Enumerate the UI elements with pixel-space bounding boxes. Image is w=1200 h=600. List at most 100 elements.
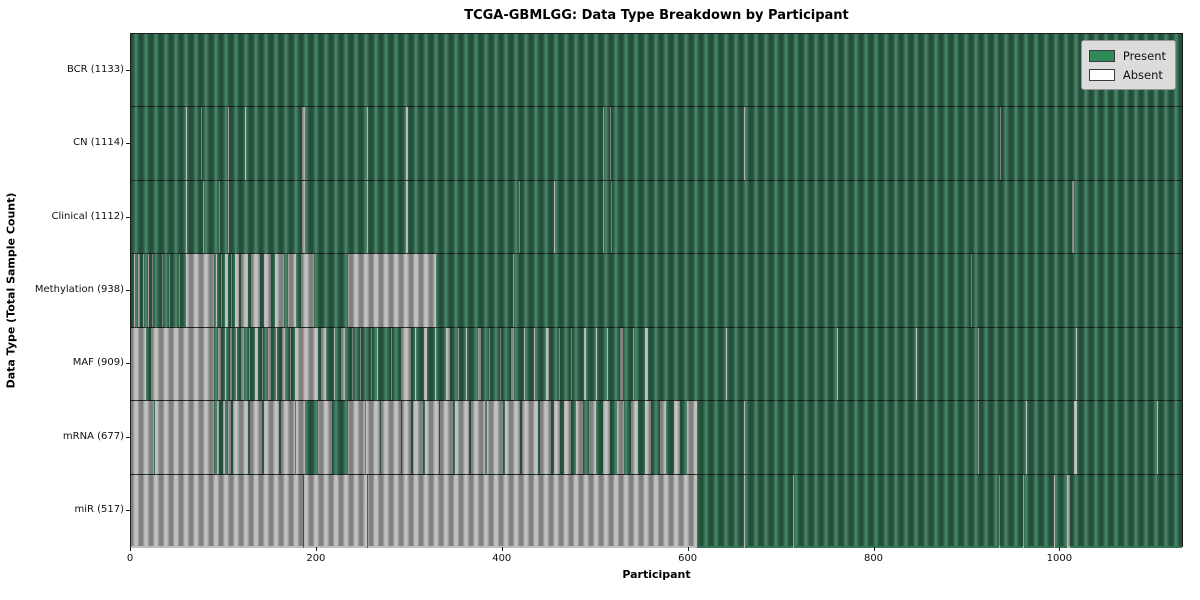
absent-segment xyxy=(977,401,979,474)
absent-segment xyxy=(524,327,526,401)
absent-segment xyxy=(617,401,624,474)
absent-segment xyxy=(367,107,369,180)
y-tick-mark xyxy=(126,143,130,145)
absent-segment xyxy=(512,254,515,327)
absent-segment xyxy=(644,401,652,474)
row-miR xyxy=(131,474,1182,548)
absent-segment xyxy=(603,401,610,474)
absent-segment xyxy=(999,474,1001,548)
absent-segment xyxy=(267,327,272,401)
absent-segment xyxy=(133,254,135,327)
x-tick-mark xyxy=(315,547,317,551)
absent-segment xyxy=(619,327,623,401)
absent-segment xyxy=(155,401,214,474)
absent-segment xyxy=(131,401,155,474)
x-tick-mark xyxy=(873,547,875,551)
absent-segment xyxy=(434,327,436,401)
absent-segment xyxy=(564,401,571,474)
x-tick-mark xyxy=(501,547,503,551)
absent-segment xyxy=(534,327,536,401)
absent-segment xyxy=(837,327,839,401)
absent-segment xyxy=(216,401,220,474)
absent-segment xyxy=(458,327,460,401)
absent-segment xyxy=(302,107,305,180)
x-tick-label-600: 600 xyxy=(678,553,698,564)
absent-segment xyxy=(440,401,453,474)
absent-segment xyxy=(227,107,229,180)
legend-absent-label: Absent xyxy=(1122,67,1163,82)
absent-segment xyxy=(400,327,411,401)
y-tick-mark xyxy=(126,510,130,512)
absent-segment xyxy=(179,254,181,327)
absent-segment xyxy=(249,401,263,474)
absent-segment xyxy=(499,327,502,401)
legend-item-present: Present xyxy=(1088,46,1166,65)
absent-segment xyxy=(151,327,214,401)
absent-segment xyxy=(916,327,918,401)
legend-present-swatch xyxy=(1088,49,1115,62)
absent-segment xyxy=(1157,401,1159,474)
absent-segment xyxy=(224,254,228,327)
absent-segment xyxy=(249,327,251,401)
absent-segment xyxy=(391,327,393,401)
absent-segment xyxy=(152,254,154,327)
absent-segment xyxy=(446,327,450,401)
absent-segment xyxy=(576,401,583,474)
y-tick-label-MAF: MAF (909) xyxy=(72,357,124,369)
absent-segment xyxy=(465,327,467,401)
y-tick-label-CN: CN (1114) xyxy=(73,137,124,149)
absent-segment xyxy=(250,254,261,327)
absent-segment xyxy=(333,327,335,401)
plot-area: Present Absent xyxy=(130,33,1183,548)
absent-segment xyxy=(673,401,681,474)
absent-segment xyxy=(320,327,327,401)
absent-segment xyxy=(275,327,278,401)
absent-segment xyxy=(236,327,238,401)
absent-segment xyxy=(632,327,634,401)
absent-segment xyxy=(366,401,381,474)
absent-segment xyxy=(518,180,520,254)
absent-segment xyxy=(504,401,521,474)
x-tick-mark xyxy=(130,547,131,551)
row-mRNA xyxy=(131,401,1182,475)
absent-segment xyxy=(254,327,259,401)
absent-segment xyxy=(219,180,221,254)
absent-segment xyxy=(229,327,233,401)
absent-segment xyxy=(317,401,332,474)
absent-segment xyxy=(546,327,550,401)
absent-segment xyxy=(215,254,218,327)
x-tick-label-400: 400 xyxy=(492,553,512,564)
absent-segment xyxy=(406,180,408,254)
absent-segment xyxy=(583,327,587,401)
absent-segment xyxy=(185,254,214,327)
absent-segment xyxy=(477,327,482,401)
absent-segment xyxy=(412,401,423,474)
y-tick-label-Methylation: Methylation (938) xyxy=(34,284,124,295)
absent-segment xyxy=(288,254,297,327)
absent-segment xyxy=(169,254,171,327)
absent-segment xyxy=(131,474,303,548)
absent-segment xyxy=(744,401,746,474)
absent-segment xyxy=(294,327,318,401)
absent-segment xyxy=(999,107,1002,180)
absent-segment xyxy=(631,401,638,474)
absent-segment xyxy=(539,401,552,474)
absent-segment xyxy=(227,401,232,474)
absent-segment xyxy=(233,401,249,474)
y-tick-label-mRNA: mRNA (677) xyxy=(62,430,124,442)
absent-segment xyxy=(1072,180,1074,254)
absent-segment xyxy=(147,254,149,327)
absent-segment xyxy=(223,401,225,474)
legend-item-absent: Absent xyxy=(1088,65,1166,84)
absent-segment xyxy=(686,401,697,474)
absent-segment xyxy=(644,327,648,401)
absent-segment xyxy=(367,474,697,548)
absent-segment xyxy=(231,254,233,327)
absent-segment xyxy=(263,401,279,474)
legend-present-label: Present xyxy=(1122,48,1166,63)
x-tick-label-0: 0 xyxy=(126,553,134,564)
absent-segment xyxy=(977,327,979,401)
x-tick-label-1000: 1000 xyxy=(1046,553,1073,564)
absent-segment xyxy=(221,254,223,327)
absent-segment xyxy=(606,327,608,401)
